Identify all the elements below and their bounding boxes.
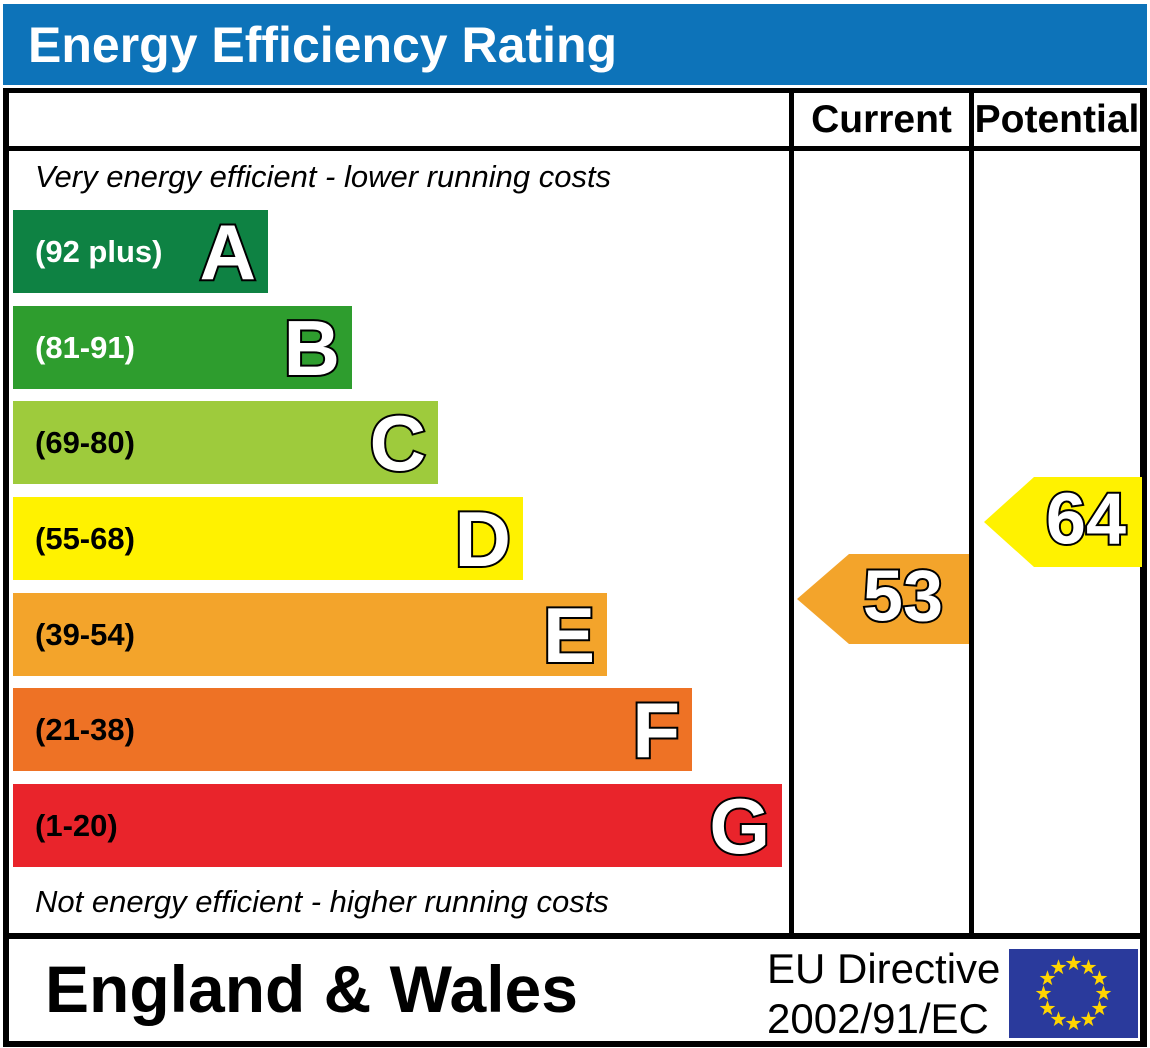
band-D-range-label: (55-68) [35,520,135,556]
header-row-divider [3,146,1147,151]
footer-row-divider [3,933,1147,939]
band-A-range-label: (92 plus) [35,233,163,269]
band-G-range-label: (1-20) [35,807,118,843]
note-very-efficient: Very energy efficient - lower running co… [35,159,612,194]
band-C-range-label: (69-80) [35,424,135,460]
eu-flag-star [1039,1000,1056,1016]
column-header-current: Current [811,98,952,141]
band-C: (69-80) C [13,401,438,484]
table-border-top [3,88,1147,93]
band-E-letter: E [541,590,597,679]
eu-flag-star [1095,985,1112,1001]
band-E-range-label: (39-54) [35,616,135,652]
table-border-right [1140,88,1147,1047]
band-G: (1-20) G [13,784,782,867]
band-D: (55-68) D [13,497,523,580]
current-arrow-shape [797,554,969,644]
current-rating-arrow: 53 [797,554,969,644]
chart-title: Energy Efficiency Rating [28,16,618,73]
eu-flag-star [1091,1000,1108,1016]
potential-rating-value: 64 [1044,478,1128,562]
band-A: (92 plus) A [13,210,268,293]
eu-directive-text: EU Directive 2002/91/EC [767,944,1000,1044]
eu-flag-icon [1009,949,1138,1038]
eu-flag-star [1080,959,1097,975]
eu-directive-line2: 2002/91/EC [767,995,989,1042]
table-border-left [3,88,9,1047]
eu-flag-star [1039,970,1056,986]
potential-arrow-polygon [984,477,1142,567]
column-header-potential: Potential [974,98,1140,141]
current-arrow-polygon [797,554,969,644]
eu-flag-star [1050,959,1067,975]
band-E: (39-54) E [13,593,607,676]
potential-arrow-shape [984,477,1142,567]
footer-region-label: England & Wales [45,952,578,1026]
potential-column-divider [969,88,974,939]
band-G-letter: G [707,781,772,870]
band-B-range-label: (81-91) [35,329,135,365]
eu-flag-stars [1035,955,1112,1031]
eu-flag-star [1065,1015,1082,1031]
eu-flag-star [1035,985,1052,1001]
band-B-letter: B [282,303,342,392]
band-B: (81-91) B [13,306,352,389]
band-F: (21-38) F [13,688,692,771]
eu-directive-line1: EU Directive [767,945,1001,992]
current-rating-value: 53 [861,555,945,639]
table-border-bottom [3,1041,1147,1047]
eu-flag-star [1080,1011,1097,1027]
band-D-letter: D [453,494,513,583]
band-A-letter: A [198,207,258,296]
eu-flag-star [1065,955,1082,971]
chart-title-bar: Energy Efficiency Rating [3,4,1147,85]
potential-rating-arrow: 64 [984,477,1142,567]
band-F-range-label: (21-38) [35,711,135,747]
band-F-letter: F [630,685,682,774]
current-column-divider [789,88,794,939]
note-not-efficient: Not energy efficient - higher running co… [35,884,609,919]
eu-flag-star [1050,1011,1067,1027]
eu-flag-star [1091,970,1108,986]
band-C-letter: C [368,398,428,487]
